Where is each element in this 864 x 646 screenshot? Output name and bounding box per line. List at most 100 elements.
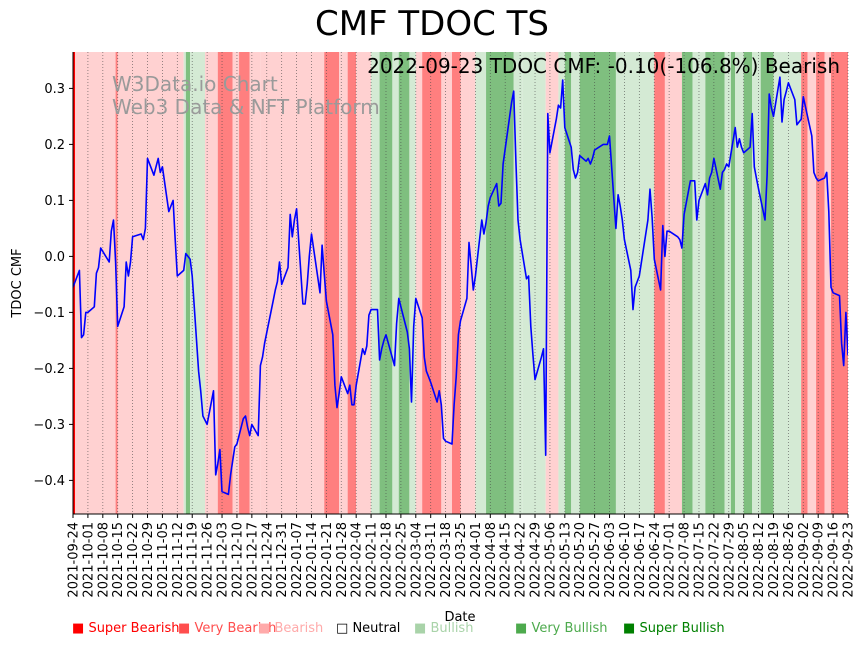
x-tick-label: 2022-04-29 <box>529 522 544 598</box>
y-tick-label: −0.1 <box>33 306 65 321</box>
band-very-bearish <box>217 52 233 514</box>
legend-bearish-marker: ■ <box>258 621 271 636</box>
x-tick-label: 2022-03-18 <box>439 522 454 598</box>
legend-very-bearish-marker: ■ <box>178 621 191 636</box>
band-very-bearish <box>422 52 442 514</box>
x-tick-label: 2022-01-14 <box>305 522 320 598</box>
legend-bearish-label: Bearish <box>274 621 324 636</box>
band-very-bullish <box>185 52 191 514</box>
band-bullish <box>735 52 744 514</box>
y-tick-label: 0.2 <box>44 138 65 153</box>
x-tick-label: 2022-05-13 <box>558 522 573 598</box>
x-axis-ticks: 2021-09-24 2021-10-01 2021-10-08 2021-10-15… <box>67 514 857 598</box>
x-tick-label: 2022-03-11 <box>424 522 439 598</box>
x-tick-label: 2022-08-19 <box>767 522 782 598</box>
x-tick-label: 2022-06-10 <box>618 522 633 598</box>
x-tick-label: 2022-03-25 <box>454 522 469 598</box>
vertical-gridlines <box>72 52 849 514</box>
x-tick-label: 2021-12-24 <box>260 522 275 598</box>
band-bearish <box>824 52 831 514</box>
band-bullish <box>571 52 580 514</box>
x-tick-label: 2022-09-09 <box>812 522 827 598</box>
legend-super-bearish-label: Super Bearish <box>88 621 180 636</box>
band-bullish <box>392 52 399 514</box>
y-tick-label: 0.3 <box>44 82 65 97</box>
x-tick-label: 2022-02-04 <box>350 522 365 598</box>
band-very-bullish <box>760 52 774 514</box>
y-tick-label: 0.0 <box>44 250 65 265</box>
band-bearish <box>415 52 423 514</box>
x-tick-label: 2022-04-01 <box>469 522 484 598</box>
legend-very-bearish-label: Very Bearish <box>194 621 277 636</box>
x-tick-label: 2022-04-22 <box>514 522 529 598</box>
band-very-bearish <box>347 52 357 514</box>
legend-very-bullish: ■ Very Bullish <box>515 621 608 636</box>
x-tick-label: 2021-12-17 <box>245 522 260 598</box>
x-tick-label: 2021-10-15 <box>111 522 126 598</box>
band-bearish <box>232 52 240 514</box>
band-very-bearish <box>451 52 461 514</box>
band-very-bullish <box>579 52 616 514</box>
band-very-bullish <box>681 52 693 514</box>
x-tick-label: 2022-05-06 <box>543 522 558 598</box>
x-tick-label: 2021-11-12 <box>171 522 186 598</box>
x-tick-label: 2021-10-29 <box>141 522 156 598</box>
band-bullish <box>558 52 565 514</box>
x-tick-label: 2022-01-07 <box>290 522 305 598</box>
x-tick-label: 2021-10-01 <box>81 522 96 598</box>
legend-bullish-marker: ■ <box>414 621 427 636</box>
band-bearish <box>441 52 452 514</box>
chart-annotation: 2022-09-23 TDOC CMF: -0.10(-106.8%) Bear… <box>367 54 840 78</box>
x-tick-label: 2022-04-08 <box>484 522 499 598</box>
y-tick-label: −0.2 <box>33 362 65 377</box>
legend-super-bullish: ■ Super Bullish <box>623 621 725 636</box>
band-very-bearish <box>816 52 825 514</box>
y-tick-label: −0.3 <box>33 418 65 433</box>
x-tick-label: 2021-11-05 <box>156 522 171 598</box>
legend-very-bullish-marker: ■ <box>515 621 528 636</box>
x-tick-label: 2021-12-31 <box>275 522 290 598</box>
x-tick-label: 2022-05-20 <box>573 522 588 598</box>
signal-bands <box>73 52 848 514</box>
band-very-bearish <box>801 52 808 514</box>
band-bullish <box>773 52 789 514</box>
x-tick-label: 2022-01-21 <box>320 522 335 598</box>
legend-neutral-label: Neutral <box>352 621 401 636</box>
y-axis-label: TDOC CMF <box>10 248 25 318</box>
y-tick-label: −0.4 <box>33 474 65 489</box>
x-tick-label: 2021-10-22 <box>126 522 141 598</box>
x-tick-label: 2022-09-23 <box>842 522 857 598</box>
legend-very-bearish: ■ Very Bearish <box>178 621 276 636</box>
band-bullish <box>788 52 802 514</box>
x-tick-label: 2022-07-08 <box>678 522 693 598</box>
band-bullish <box>371 52 380 514</box>
x-tick-label: 2022-09-16 <box>827 522 842 598</box>
x-tick-label: 2022-07-29 <box>722 522 737 598</box>
band-very-bullish <box>564 52 572 514</box>
watermark-line2: Web3 Data & NFT Platform <box>112 95 380 119</box>
band-bearish <box>260 52 325 514</box>
x-tick-label: 2022-04-15 <box>499 522 514 598</box>
band-bullish <box>475 52 487 514</box>
band-bearish <box>807 52 817 514</box>
x-tick-label: 2022-08-05 <box>737 522 752 598</box>
cmf-line <box>73 76 848 496</box>
x-tick-label: 2021-10-08 <box>96 522 111 598</box>
x-tick-label: 2021-11-26 <box>201 522 216 598</box>
band-bullish <box>522 52 546 514</box>
band-bearish <box>664 52 682 514</box>
x-tick-label: 2021-12-10 <box>230 522 245 598</box>
watermark-line1: W3Data.io Chart <box>112 72 278 96</box>
x-tick-label: 2022-02-25 <box>394 522 409 598</box>
band-bearish <box>205 52 218 514</box>
x-tick-label: 2022-08-26 <box>782 522 797 598</box>
band-bearish <box>356 52 372 514</box>
band-very-bullish <box>730 52 736 514</box>
band-very-bullish <box>743 52 753 514</box>
band-bearish <box>339 52 348 514</box>
x-tick-label: 2022-09-02 <box>797 522 812 598</box>
cmf-line-layer <box>73 76 848 496</box>
x-tick-label: 2022-02-11 <box>365 522 380 598</box>
band-bullish <box>183 52 186 514</box>
